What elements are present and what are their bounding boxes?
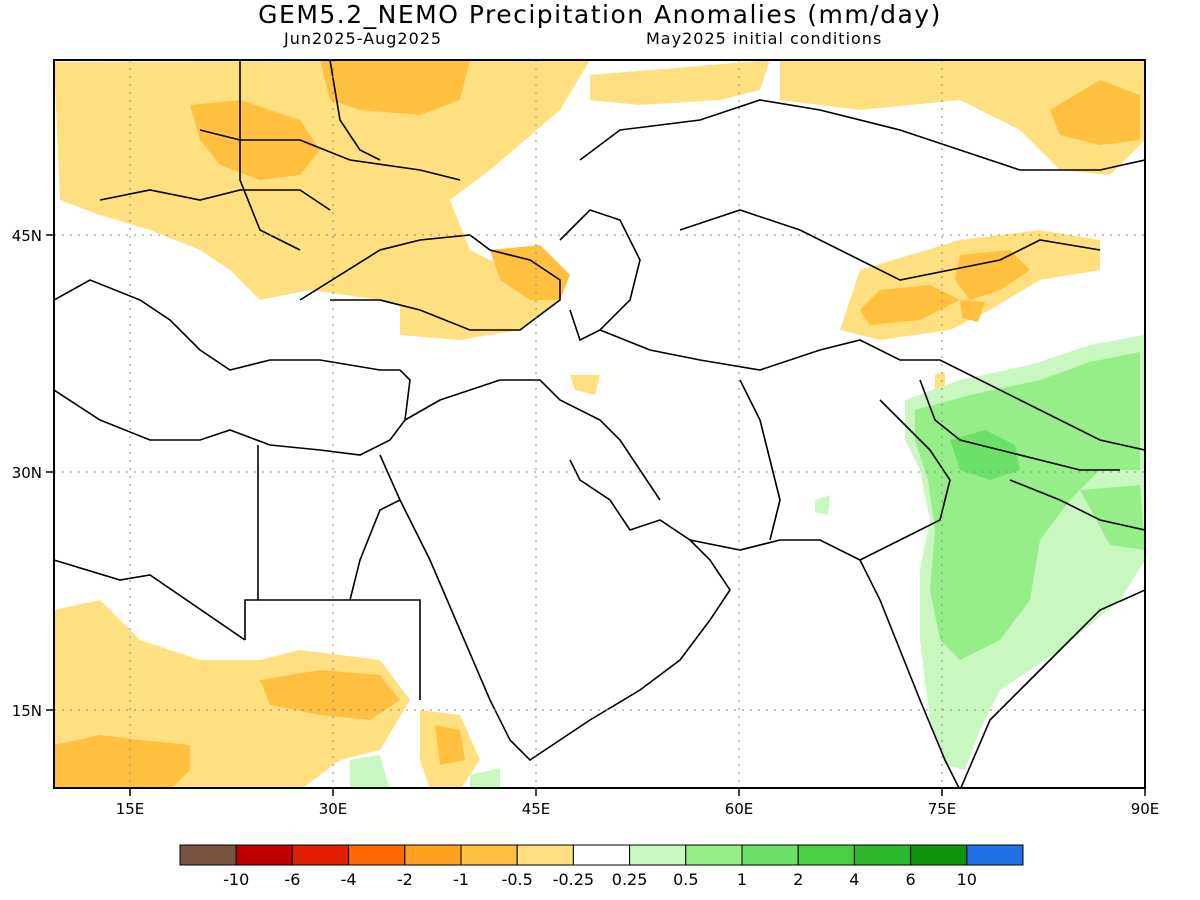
colorbar-swatch [404,844,462,866]
colorbar-swatch [853,844,912,866]
lon-label-45e: 45E [522,800,551,818]
lat-label-30n: 30N [12,464,42,482]
map-frame [53,59,1146,789]
colorbar-label: -1 [453,870,469,889]
colorbar-swatch [460,844,518,866]
colorbar-swatch [179,844,237,866]
colorbar-swatch [685,844,743,866]
colorbar-label: 0.5 [673,870,698,889]
lon-tick-labels: 15E 30E 45E 60E 75E 90E [116,800,1160,818]
colorbar-labels: -10 -6 -4 -2 -1 -0.5 -0.25 0.25 0.5 1 2 4 6 10 [223,870,977,889]
colorbar-swatch [291,844,350,866]
colorbar-swatch [797,844,855,866]
forecast-period: Jun2025-Aug2025 [284,29,443,48]
colorbar-swatch [741,844,799,866]
lon-label-60e: 60E [725,800,754,818]
lat-tick-labels: 45N 30N 15N [12,227,42,720]
colorbar-swatch [348,844,406,866]
colorbar-label: -0.5 [502,870,533,889]
colorbar-label: 10 [957,870,977,889]
colorbar-label: 2 [793,870,803,889]
gridlines [54,60,1145,788]
colorbar-label: -4 [341,870,357,889]
colorbar-swatch [235,844,293,866]
lon-label-75e: 75E [928,800,957,818]
colorbar-label: 6 [906,870,916,889]
initial-conditions: May2025 initial conditions [646,29,883,48]
coastlines-and-borders [54,60,1145,788]
colorbar-label: -6 [284,870,300,889]
lon-label-30e: 30E [319,800,348,818]
anomaly-moderate-positive [915,352,1145,660]
colorbar-label: -2 [397,870,413,889]
colorbar-swatch [572,844,631,866]
colorbar-label: 4 [849,870,859,889]
colorbar-label: 1 [737,870,747,889]
colorbar-label: 0.25 [612,870,648,889]
anomaly-light-negative [54,60,1145,788]
anomaly-shading [54,60,1145,788]
colorbar-swatch [516,844,574,866]
colorbar [179,844,1024,866]
colorbar-label: -0.25 [553,870,594,889]
axis-ticks [46,234,1146,796]
lat-label-15n: 15N [12,702,42,720]
lon-label-15e: 15E [116,800,145,818]
lon-label-90e: 90E [1131,800,1160,818]
colorbar-label: -10 [223,870,249,889]
colorbar-swatch [629,844,687,866]
colorbar-swatch [910,844,968,866]
map-title: GEM5.2_NEMO Precipitation Anomalies (mm/… [258,0,942,29]
lat-label-45n: 45N [12,227,42,245]
colorbar-swatch [966,844,1024,866]
